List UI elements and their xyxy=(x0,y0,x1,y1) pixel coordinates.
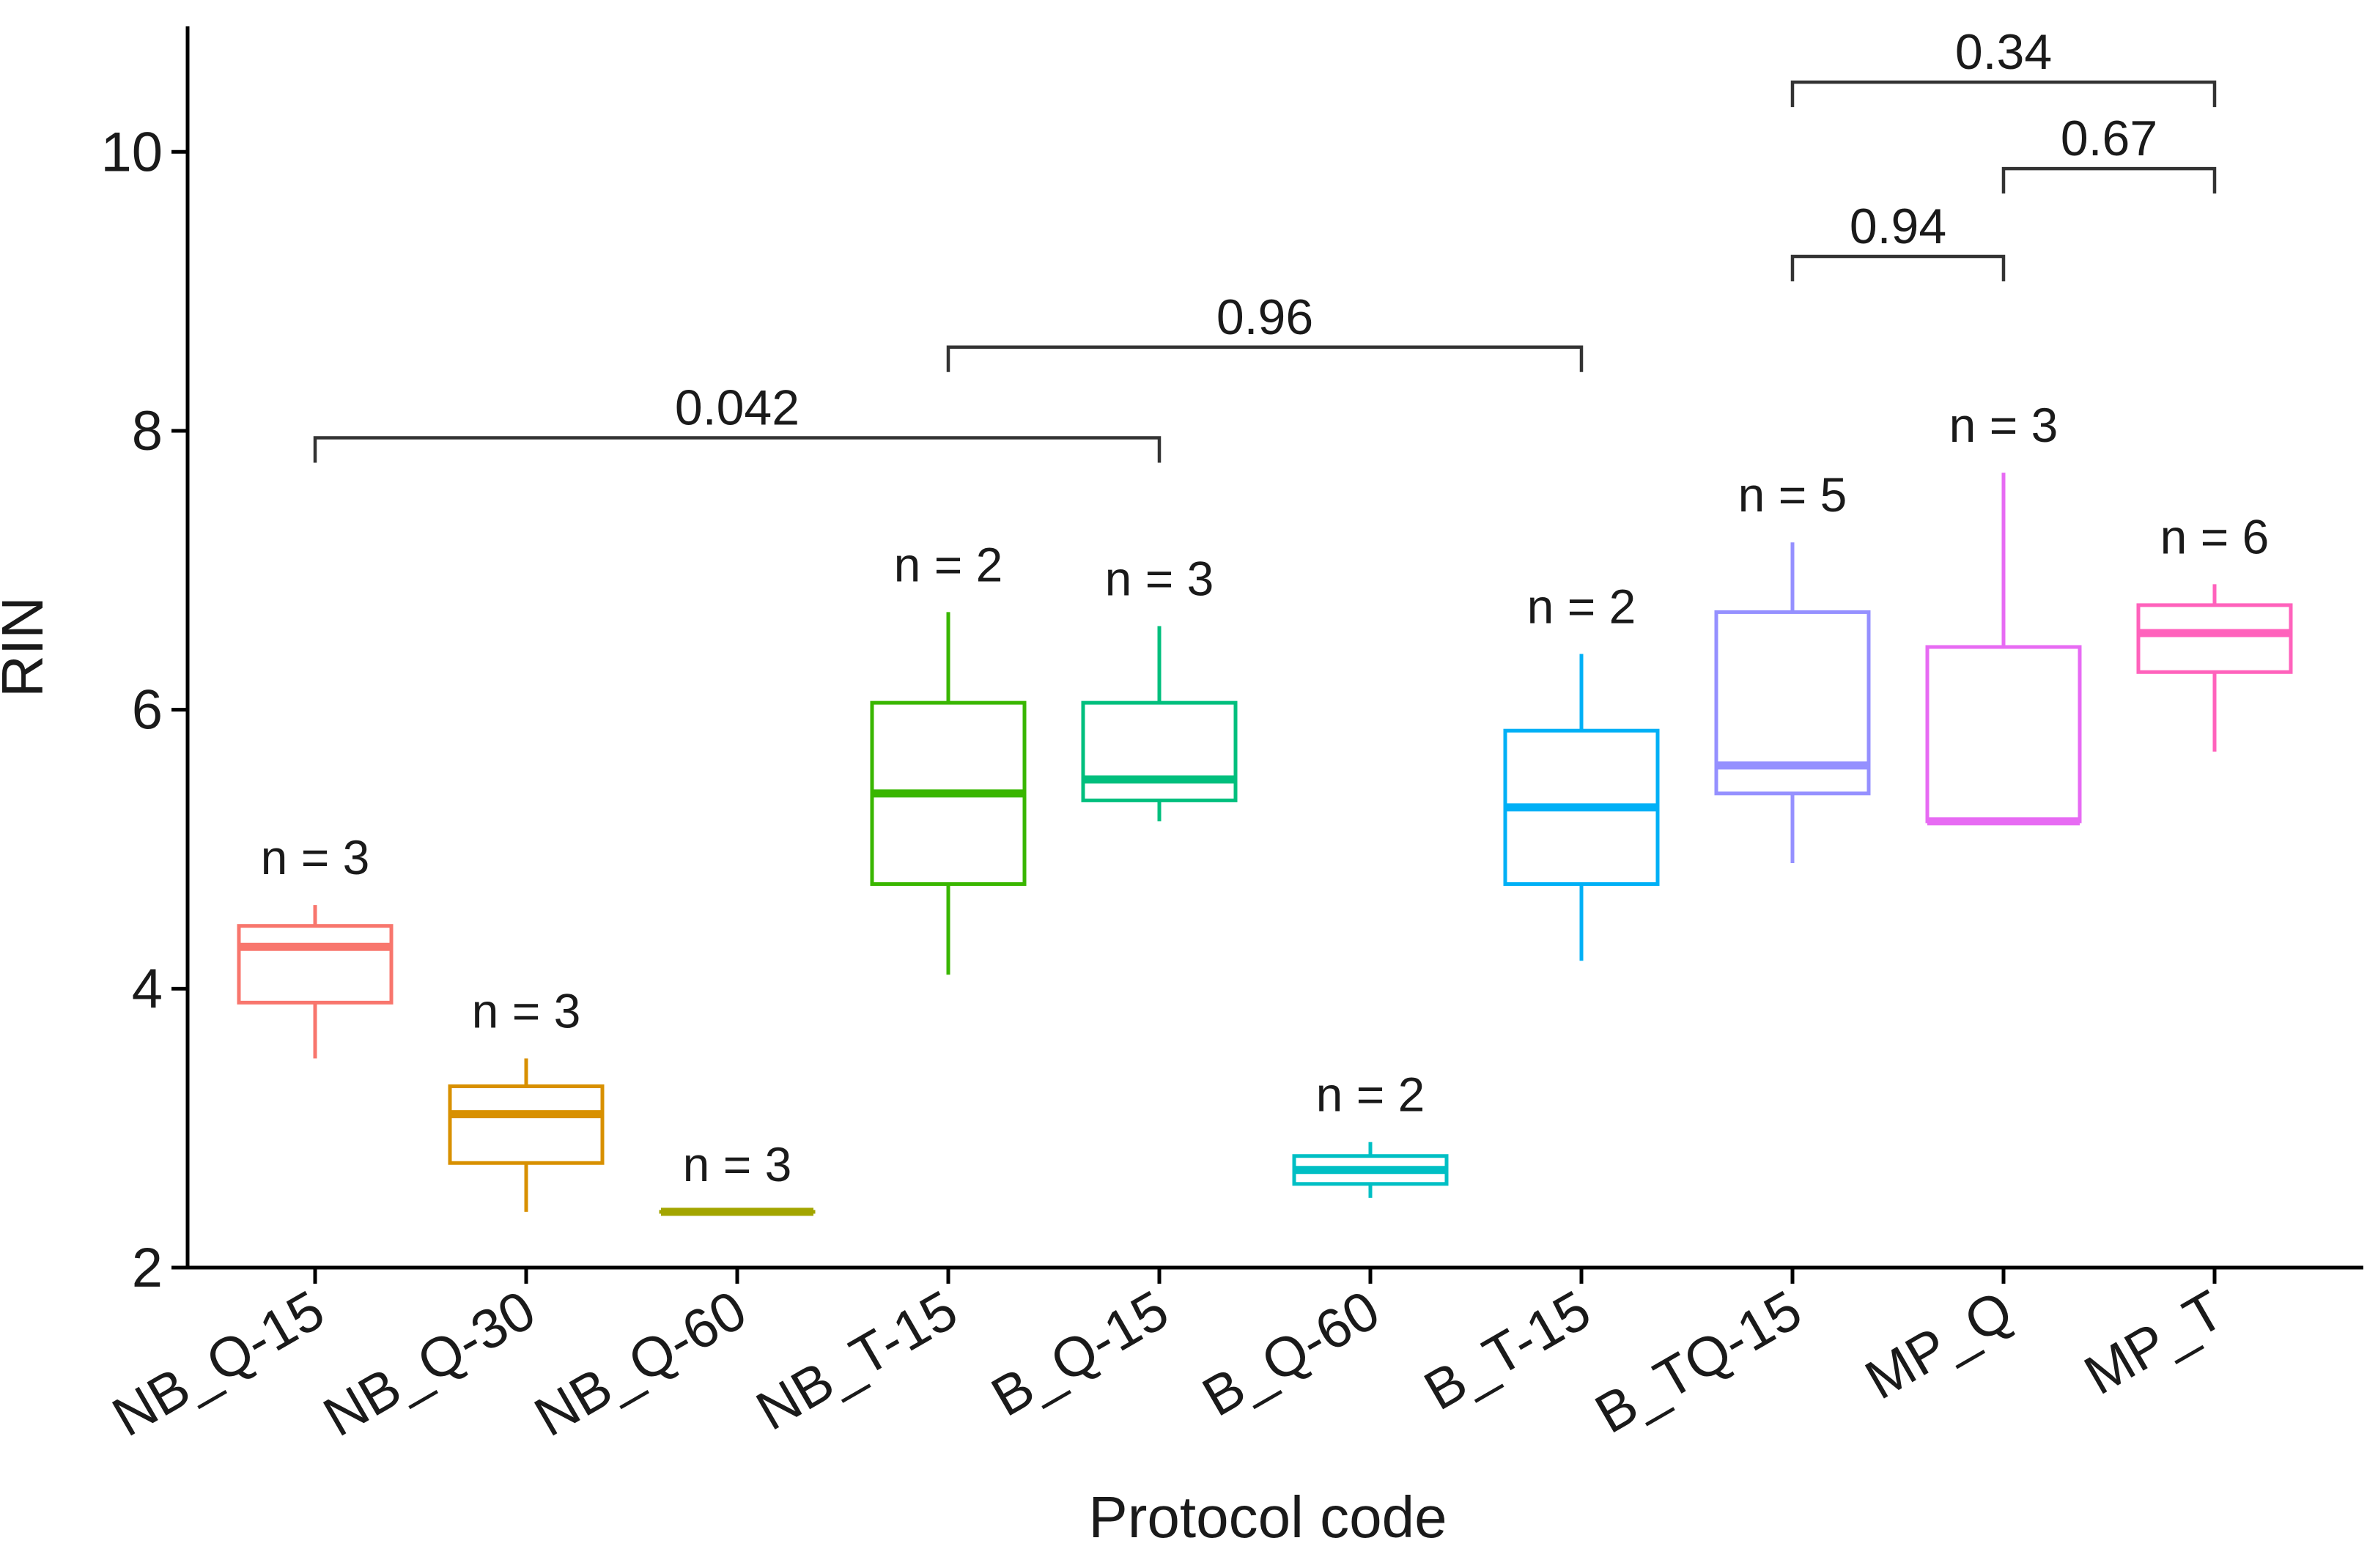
box-nb-q-60: n = 3 xyxy=(661,1137,813,1212)
bracket-line xyxy=(2004,169,2215,193)
iqr-box xyxy=(1083,703,1236,800)
y-tick-label: 8 xyxy=(132,400,163,462)
comparison-bracket: 0.34 xyxy=(1792,24,2215,107)
p-value-label: 0.96 xyxy=(1216,289,1313,345)
comparison-bracket: 0.67 xyxy=(2004,111,2215,193)
box-series: n = 3 n = 3 n = 3 n = 2 n = 3 n = 2 n = 2 n = 5… xyxy=(239,398,2291,1212)
box-b-t-15: n = 2 xyxy=(1505,580,1658,961)
n-label: n = 5 xyxy=(1738,467,1847,522)
n-label: n = 3 xyxy=(261,830,370,884)
y-axis-ticks: 2 4 6 8 10 xyxy=(100,121,188,1299)
iqr-box xyxy=(239,926,391,1003)
n-label: n = 3 xyxy=(472,983,581,1038)
box-mp-t: n = 6 xyxy=(2138,509,2291,751)
n-label: n = 3 xyxy=(683,1137,792,1191)
box-nb-q-30: n = 3 xyxy=(450,983,602,1211)
comparison-brackets: 0.042 0.96 0.94 0.670.34 xyxy=(315,24,2215,462)
p-value-label: 0.67 xyxy=(2061,111,2157,166)
bracket-line xyxy=(948,347,1581,372)
x-tick-label: B_Q-60 xyxy=(1192,1279,1389,1429)
bracket-line xyxy=(1792,256,2004,281)
x-tick-label: MP_T xyxy=(2074,1279,2234,1407)
box-nb-t-15: n = 2 xyxy=(872,537,1024,975)
p-value-label: 0.042 xyxy=(675,380,800,435)
n-label: n = 2 xyxy=(894,537,1003,591)
p-value-label: 0.94 xyxy=(1850,199,1946,254)
x-tick-label: NB_Q-15 xyxy=(103,1279,335,1449)
comparison-bracket: 0.94 xyxy=(1792,199,2004,281)
y-axis-title: RIN xyxy=(0,596,55,698)
y-tick-label: 6 xyxy=(132,679,163,742)
box-b-q-60: n = 2 xyxy=(1294,1068,1447,1198)
y-tick-label: 4 xyxy=(132,958,163,1020)
iqr-box xyxy=(450,1087,602,1164)
n-label: n = 3 xyxy=(1105,551,1214,605)
x-tick-label: B_T-15 xyxy=(1414,1279,1601,1422)
comparison-bracket: 0.042 xyxy=(315,380,1159,462)
n-label: n = 3 xyxy=(1949,398,2058,452)
box-mp-q: n = 3 xyxy=(1927,398,2080,821)
box-b-q-15: n = 3 xyxy=(1083,551,1236,821)
y-tick-label: 2 xyxy=(132,1237,163,1299)
iqr-box xyxy=(1927,647,2080,821)
x-tick-label: NB_T-15 xyxy=(746,1279,967,1443)
x-tick-label: MP_Q xyxy=(1855,1279,2023,1411)
x-tick-label: B_Q-15 xyxy=(981,1279,1178,1429)
x-tick-label: NB_Q-60 xyxy=(525,1279,757,1449)
x-tick-label: B_TQ-15 xyxy=(1585,1279,1812,1446)
x-tick-label: NB_Q-30 xyxy=(314,1279,546,1449)
n-label: n = 6 xyxy=(2160,509,2270,563)
n-label: n = 2 xyxy=(1316,1068,1425,1122)
box-nb-q-15: n = 3 xyxy=(239,830,391,1058)
bracket-line xyxy=(1792,82,2215,107)
y-tick-label: 10 xyxy=(100,121,163,183)
x-axis-title: Protocol code xyxy=(1088,1484,1447,1550)
p-value-label: 0.34 xyxy=(1955,24,2052,80)
box-b-tq-15: n = 5 xyxy=(1716,467,1869,863)
comparison-bracket: 0.96 xyxy=(948,289,1581,372)
bracket-line xyxy=(315,437,1159,462)
n-label: n = 2 xyxy=(1527,580,1636,634)
iqr-box xyxy=(2138,605,2291,672)
